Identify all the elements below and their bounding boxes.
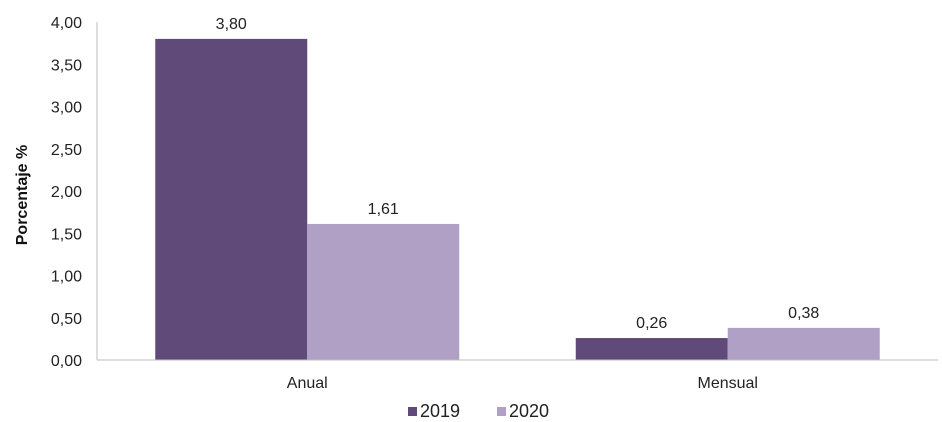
- bar-2019-mensual: [575, 338, 728, 360]
- legend: 2019 2020: [408, 401, 549, 421]
- legend-label-2019: 2019: [420, 401, 460, 421]
- category-label: Mensual: [698, 375, 758, 392]
- y-tick-label: 1,50: [51, 226, 82, 243]
- y-tick-label: 3,50: [51, 57, 82, 74]
- y-tick-label: 1,00: [51, 269, 82, 286]
- y-tick-label: 2,00: [51, 184, 82, 201]
- data-label: 0,26: [636, 315, 667, 332]
- category-labels: Anual Mensual: [287, 375, 758, 392]
- y-tick-label: 0,00: [51, 353, 82, 370]
- y-tick-label: 0,50: [51, 311, 82, 328]
- bar-2020-mensual: [727, 327, 880, 360]
- bar-2020-anual: [307, 223, 460, 360]
- y-tick-label: 4,00: [51, 15, 82, 32]
- legend-swatch-2020: [497, 407, 506, 416]
- data-label: 0,38: [788, 305, 819, 322]
- y-axis-label: Porcentaje %: [14, 145, 31, 245]
- y-tick-labels: 0,00 0,50 1,00 1,50 2,00 2,50 3,00 3,50 4,00: [51, 15, 82, 370]
- legend-swatch-2019: [408, 407, 417, 416]
- y-tick-label: 3,00: [51, 100, 82, 117]
- data-label: 3,80: [216, 16, 247, 33]
- data-label: 1,61: [368, 201, 399, 218]
- bars: 3,80 1,61 0,26 0,38: [155, 16, 880, 361]
- y-tick-label: 2,50: [51, 142, 82, 159]
- category-label: Anual: [287, 375, 328, 392]
- legend-label-2020: 2020: [509, 401, 549, 421]
- bar-2019-anual: [155, 38, 308, 361]
